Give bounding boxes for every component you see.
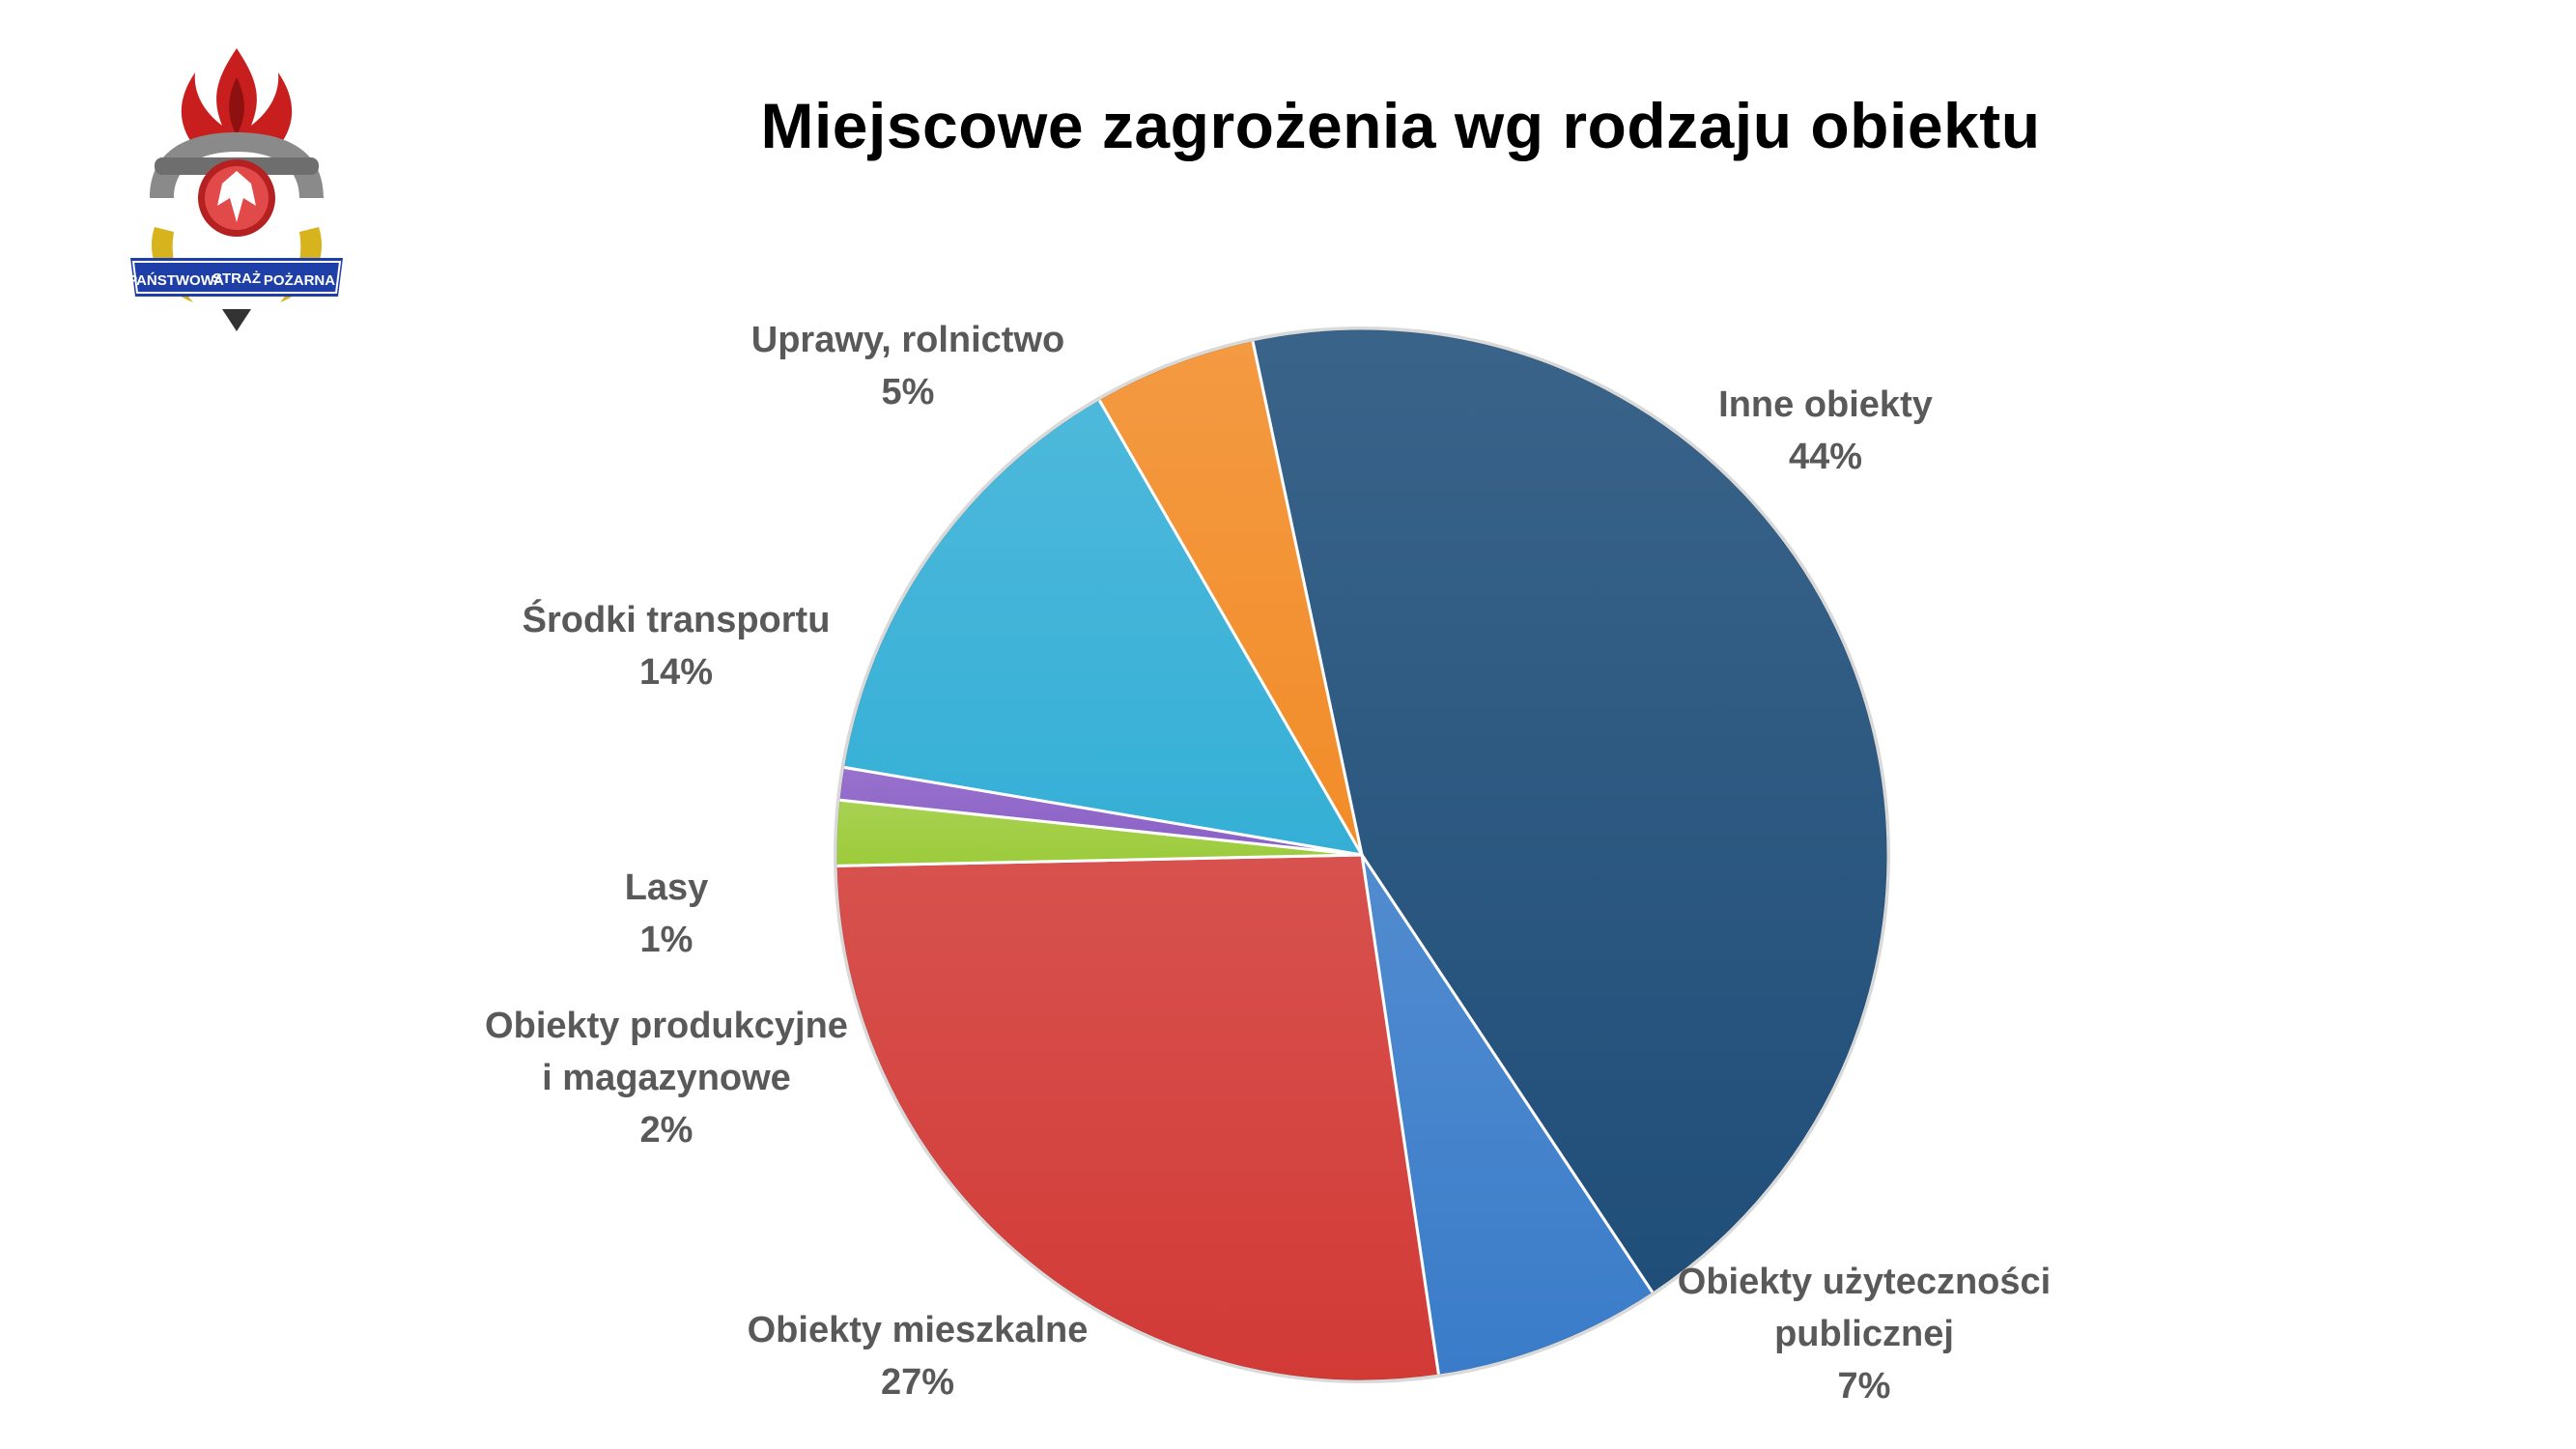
pie-slice-uprawy-rolnictwo	[1096, 338, 1364, 856]
slice-label-inne-obiekty: Inne obiekty 44%	[1671, 379, 1980, 483]
slice-label-percent: 2%	[639, 1110, 694, 1151]
logo-banner-right-text: POŻARNA	[264, 272, 335, 289]
pie-slice-obiekty-mieszkalne	[834, 853, 1441, 1383]
pie-slice-obiekty-użyteczności-publicznej	[1360, 854, 1656, 1378]
slice-label-name: Środki transportu	[522, 600, 831, 640]
slice-label-percent: 1%	[639, 920, 694, 960]
slice-label-lasy: Lasy 1%	[580, 862, 753, 966]
pie-slice-inne-obiekty	[1250, 327, 1890, 1296]
slice-label-name: Inne obiekty	[1718, 384, 1933, 425]
fire-service-emblem-icon: PAŃSTWOWA STRAŻ POŻARNA	[127, 48, 343, 331]
slice-label-percent: 27%	[880, 1362, 955, 1403]
slice-label-obiekty-mieszkalne: Obiekty mieszkalne 27%	[715, 1304, 1120, 1408]
chart-title: Miejscowe zagrożenia wg rodzaju obiektu	[760, 90, 2041, 161]
slice-label-name: Lasy	[624, 867, 709, 908]
slice-label-name: Obiekty produkcyjne	[485, 1006, 848, 1046]
slice-label-name-line2: i magazynowe	[542, 1058, 791, 1098]
slice-label-name: Obiekty mieszkalne	[747, 1310, 1089, 1350]
slice-label-name: Obiekty użyteczności	[1677, 1262, 2052, 1302]
slice-label-percent: 7%	[1837, 1366, 1891, 1406]
pie-slice-środki-transportu	[840, 396, 1365, 858]
slice-label-percent: 14%	[638, 652, 714, 693]
pie-slices	[834, 327, 1890, 1383]
slice-label-uprawy-rolnictwo: Uprawy, rolnictwo 5%	[724, 314, 1091, 418]
slice-label-obiekty-uzytecznosci-publicznej: Obiekty użyteczności publicznej 7%	[1642, 1256, 2086, 1412]
slice-label-name-line2: publicznej	[1774, 1314, 1954, 1354]
slice-label-percent: 5%	[881, 372, 935, 412]
pie-rim	[834, 327, 1890, 1383]
slice-label-obiekty-produkcyjne: Obiekty produkcyjne i magazynowe 2%	[454, 1000, 879, 1156]
slice-label-percent: 44%	[1788, 437, 1863, 477]
logo-banner-mid-text: STRAŻ	[212, 270, 261, 287]
logo-banner-left-text: PAŃSTWOWA	[127, 272, 224, 289]
slice-label-srodki-transportu: Środki transportu 14%	[502, 594, 850, 698]
slice-label-name: Uprawy, rolnictwo	[750, 320, 1065, 360]
